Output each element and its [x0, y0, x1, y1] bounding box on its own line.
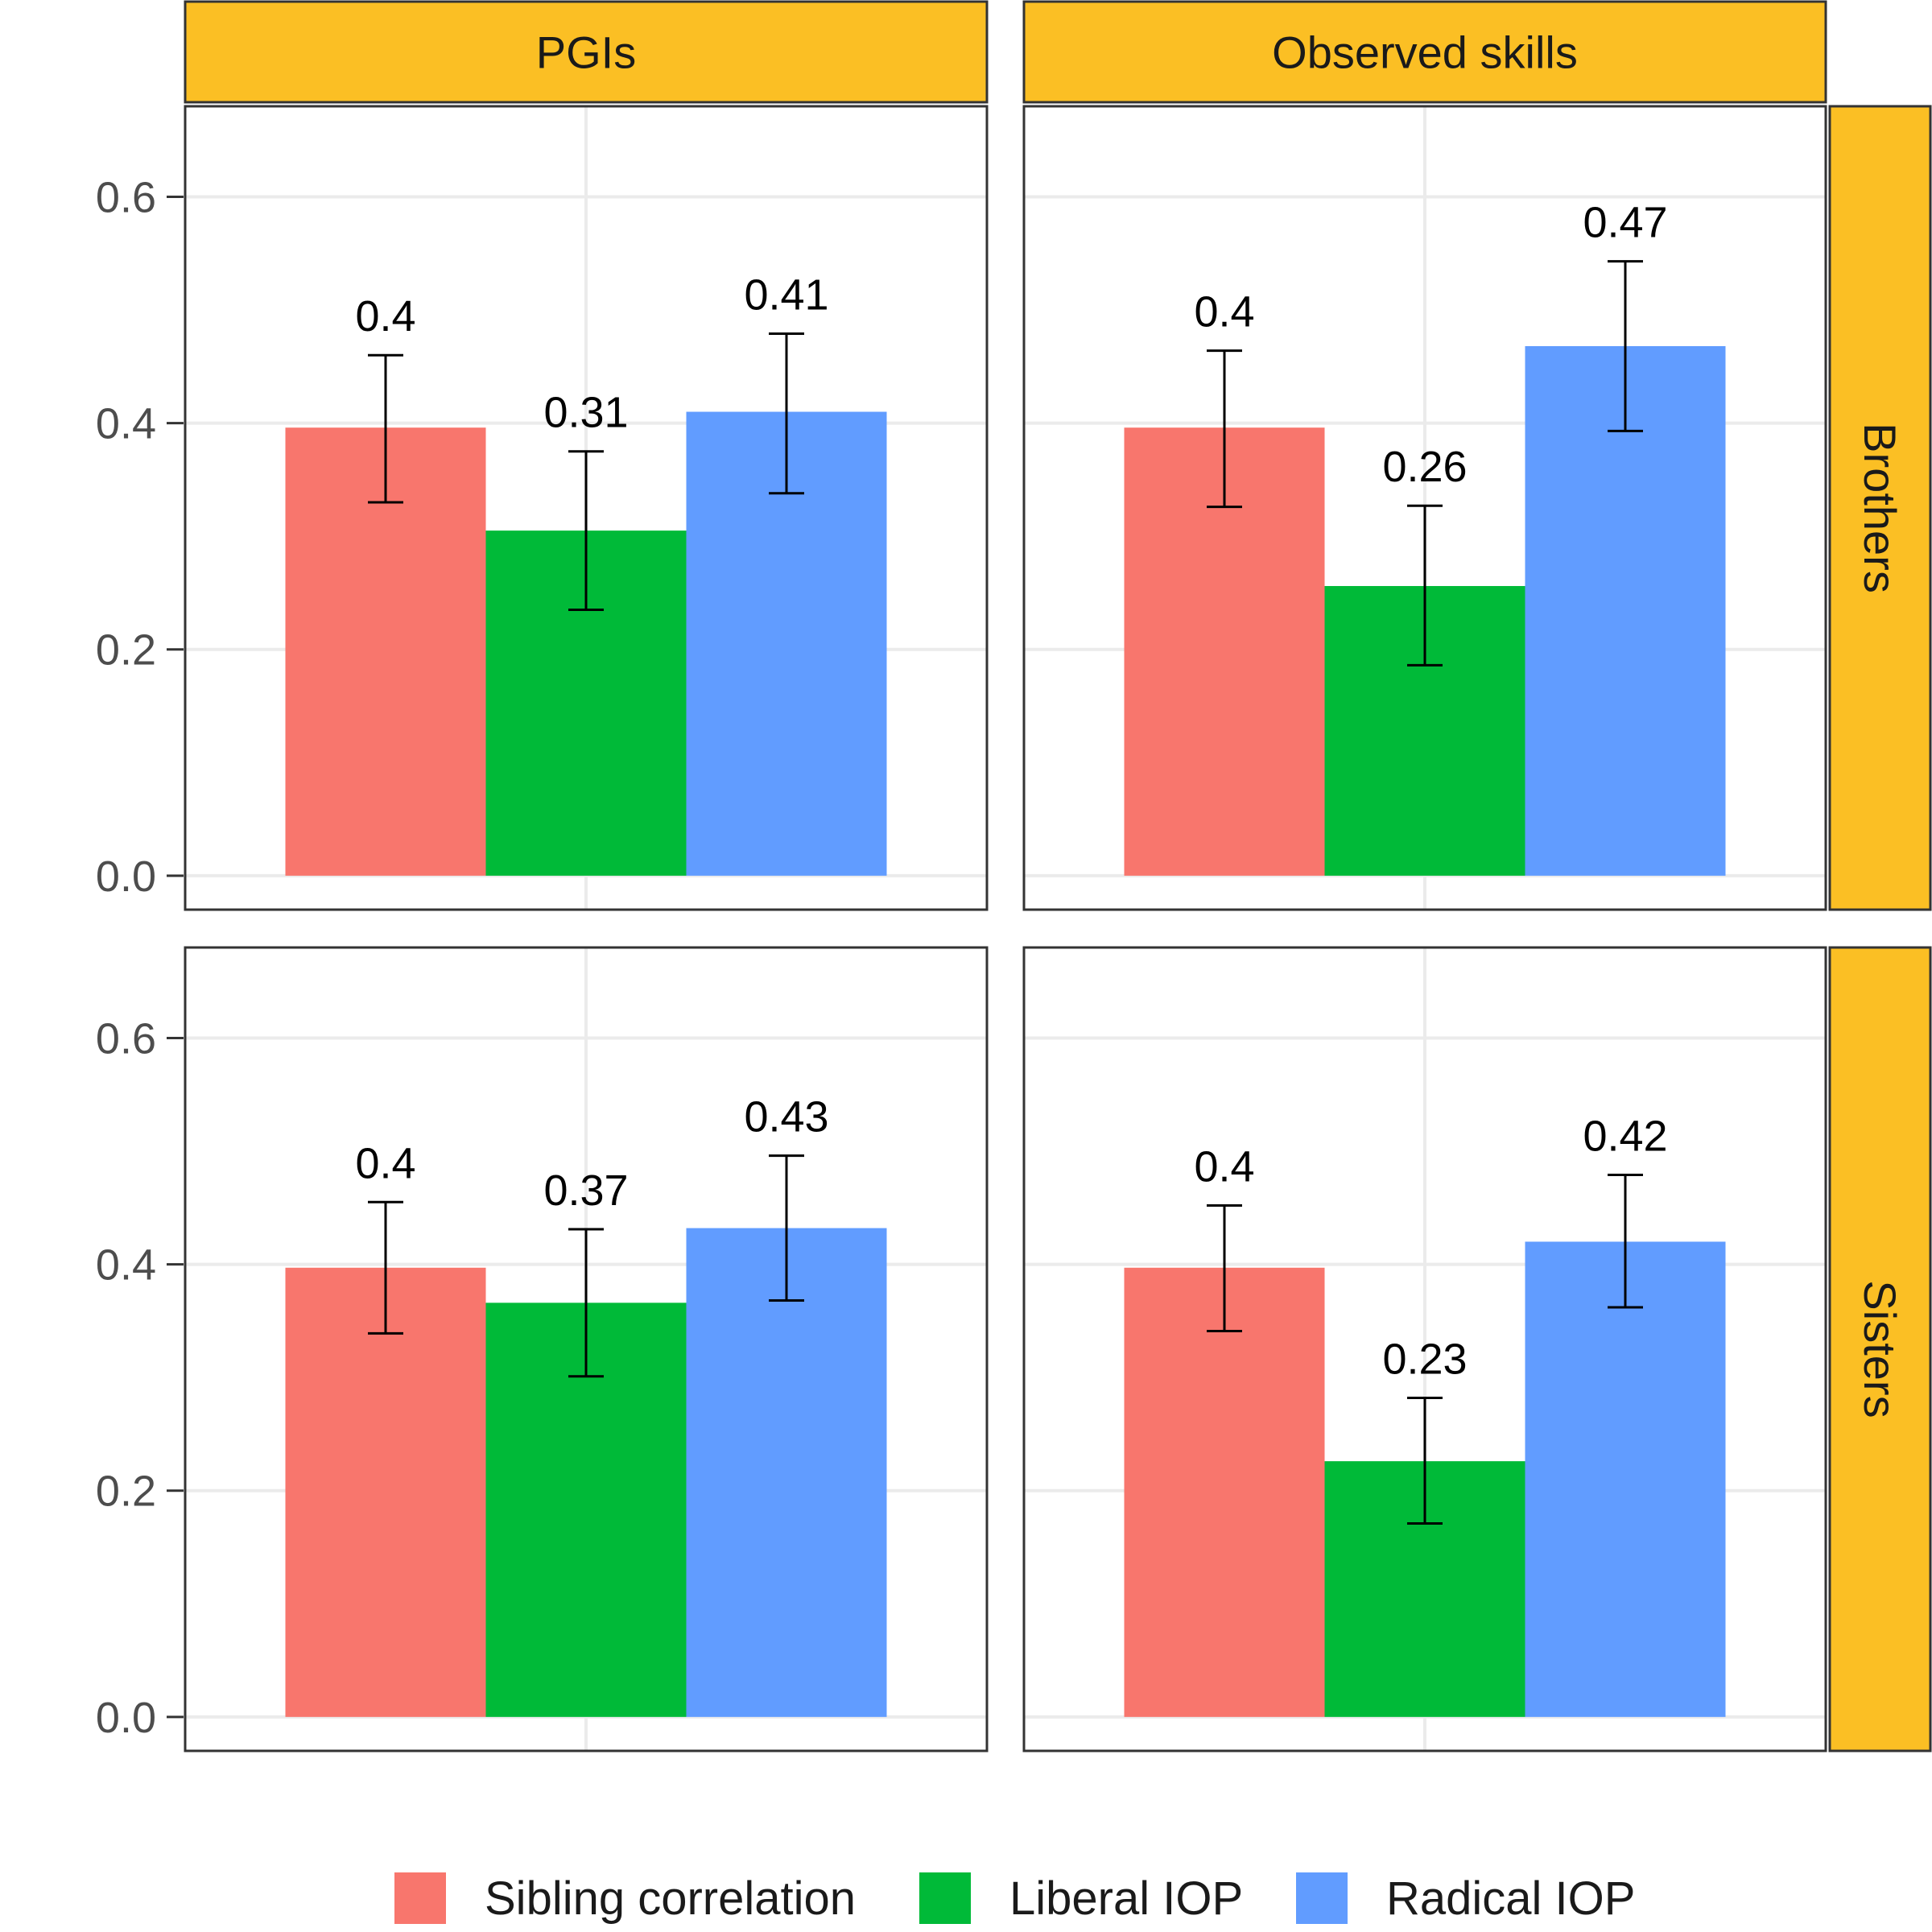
bar-radical-iop	[1525, 1241, 1726, 1717]
data-label: 0.37	[543, 1166, 628, 1215]
y-tick-label: 0.6	[96, 173, 156, 221]
y-tick-label: 0.0	[96, 852, 156, 901]
data-label: 0.4	[355, 1139, 415, 1187]
panel-brothers-pgis: 0.4 0.31 0.41	[184, 105, 989, 911]
chart-panels: 0.4 0.31 0.41 0.4 0.26 0.47 0.4 0.37 0.43 0.4 0.23…	[184, 105, 1827, 1752]
y-tick-label: 0.2	[96, 626, 156, 675]
panel-border	[1022, 946, 1827, 1752]
row-strips: Brothers Sisters	[1828, 105, 1932, 1752]
legend-key-sibling-correlation	[394, 1872, 446, 1924]
row-strip-sisters	[1828, 946, 1932, 1752]
data-label: 0.26	[1382, 443, 1467, 491]
panel-border	[184, 946, 989, 1752]
y-tick-label: 0.4	[96, 1241, 156, 1290]
legend-key-liberal-iop	[919, 1872, 971, 1924]
panel-sisters-observed-skills: 0.4 0.23 0.42	[1022, 946, 1827, 1752]
data-label: 0.4	[1194, 1142, 1254, 1191]
column-strip-label: PGIs	[536, 27, 636, 78]
panel-brothers-observed-skills: 0.4 0.26 0.47	[1022, 105, 1827, 911]
data-label: 0.41	[744, 271, 828, 320]
data-label: 0.47	[1583, 199, 1667, 247]
bar-sibling-correlation	[285, 1267, 486, 1717]
legend-label: Liberal IOP	[1009, 1872, 1243, 1925]
row-strip-label: Brothers	[1855, 423, 1905, 593]
y-tick-label: 0.2	[96, 1468, 156, 1516]
data-label: 0.31	[543, 389, 628, 437]
y-axes: 0.0 0.2 0.4 0.6 0.0 0.2 0.4 0.6	[96, 173, 184, 1742]
column-strip-observed-skills	[1022, 0, 1827, 104]
row-strip-label: Sisters	[1855, 1280, 1905, 1418]
column-strip-label: Observed skills	[1272, 27, 1578, 78]
panel-border	[184, 105, 989, 911]
legend-key-radical-iop	[1296, 1872, 1348, 1924]
bar-sibling-correlation	[1124, 1267, 1325, 1717]
bar-radical-iop	[686, 1228, 887, 1717]
legend: Sibling correlation Liberal IOP Radical IO…	[394, 1872, 1635, 1925]
panel-border	[1022, 105, 1827, 911]
data-label: 0.4	[355, 292, 415, 341]
y-tick-label: 0.0	[96, 1694, 156, 1742]
row-strip-brothers	[1828, 105, 1932, 911]
legend-label: Sibling correlation	[485, 1872, 856, 1925]
data-label: 0.43	[744, 1093, 828, 1141]
bar-radical-iop	[1525, 345, 1726, 876]
legend-label: Radical IOP	[1386, 1872, 1635, 1925]
column-strip-pgis	[184, 0, 989, 104]
data-label: 0.42	[1583, 1113, 1667, 1161]
y-tick-label: 0.4	[96, 400, 156, 448]
column-strips: PGIs Observed skills	[184, 0, 1827, 104]
data-label: 0.4	[1194, 288, 1254, 336]
data-label: 0.23	[1382, 1335, 1467, 1383]
y-tick-label: 0.6	[96, 1014, 156, 1063]
panel-sisters-pgis: 0.4 0.37 0.43	[184, 946, 989, 1752]
